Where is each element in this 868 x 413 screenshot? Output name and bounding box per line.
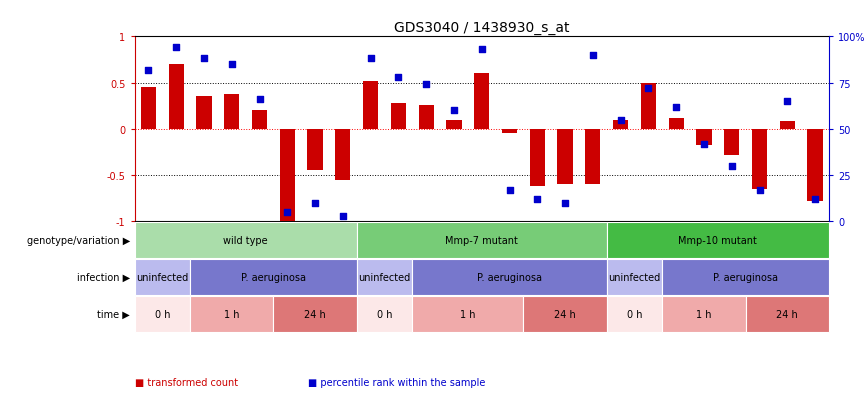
Text: infection ▶: infection ▶ — [77, 272, 130, 282]
Point — [169, 45, 183, 52]
Text: P. aeruginosa: P. aeruginosa — [713, 272, 778, 282]
Bar — [190, 259, 357, 295]
Point — [280, 209, 294, 216]
Text: 1 h: 1 h — [224, 309, 240, 319]
Bar — [135, 259, 190, 295]
Text: 24 h: 24 h — [554, 309, 576, 319]
Point — [503, 187, 516, 194]
Text: 0 h: 0 h — [155, 309, 170, 319]
Point — [558, 200, 572, 206]
Text: ■ percentile rank within the sample: ■ percentile rank within the sample — [308, 377, 485, 387]
Bar — [557, 129, 573, 185]
Bar — [724, 129, 740, 155]
Text: 24 h: 24 h — [304, 309, 326, 319]
Text: uninfected: uninfected — [136, 272, 188, 282]
Point — [780, 98, 794, 105]
Bar — [807, 129, 823, 202]
Point — [447, 108, 461, 114]
Point — [336, 213, 350, 219]
Text: time ▶: time ▶ — [97, 309, 130, 319]
Bar — [607, 223, 829, 258]
Point — [475, 47, 489, 53]
Bar — [412, 259, 607, 295]
Bar — [273, 296, 357, 332]
Bar — [190, 296, 273, 332]
Bar — [412, 296, 523, 332]
Bar — [418, 105, 434, 129]
Bar — [529, 129, 545, 187]
Bar — [363, 81, 378, 129]
Text: 0 h: 0 h — [627, 309, 642, 319]
Text: Mmp-7 mutant: Mmp-7 mutant — [445, 235, 518, 245]
Bar — [196, 97, 212, 129]
Point — [391, 74, 405, 81]
Bar — [662, 296, 746, 332]
Text: P. aeruginosa: P. aeruginosa — [241, 272, 306, 282]
Bar — [446, 120, 462, 129]
Bar — [357, 223, 607, 258]
Point — [419, 82, 433, 88]
Point — [669, 104, 683, 111]
Bar — [141, 88, 156, 129]
Text: 1 h: 1 h — [460, 309, 476, 319]
Point — [808, 196, 822, 203]
Point — [253, 97, 266, 103]
Point — [697, 141, 711, 147]
Bar — [585, 129, 601, 185]
Point — [225, 62, 239, 68]
Bar — [135, 223, 357, 258]
Point — [364, 56, 378, 63]
Point — [141, 67, 155, 74]
Point — [725, 163, 739, 170]
Bar — [252, 111, 267, 129]
Text: genotype/variation ▶: genotype/variation ▶ — [27, 235, 130, 245]
Point — [197, 56, 211, 63]
Text: ■ transformed count: ■ transformed count — [135, 377, 238, 387]
Bar — [752, 129, 767, 190]
Point — [753, 187, 766, 194]
Text: P. aeruginosa: P. aeruginosa — [477, 272, 542, 282]
Point — [641, 85, 655, 92]
Bar — [746, 296, 829, 332]
Bar — [607, 296, 662, 332]
Bar — [502, 129, 517, 134]
Bar — [279, 129, 295, 222]
Bar — [224, 95, 240, 129]
Point — [614, 117, 628, 123]
Bar — [357, 259, 412, 295]
Text: wild type: wild type — [223, 235, 268, 245]
Bar — [641, 83, 656, 129]
Bar — [662, 259, 829, 295]
Bar — [474, 74, 490, 129]
Text: uninfected: uninfected — [358, 272, 411, 282]
Text: 1 h: 1 h — [696, 309, 712, 319]
Bar — [307, 129, 323, 171]
Text: Mmp-10 mutant: Mmp-10 mutant — [679, 235, 757, 245]
Bar — [357, 296, 412, 332]
Title: GDS3040 / 1438930_s_at: GDS3040 / 1438930_s_at — [394, 21, 569, 35]
Point — [308, 200, 322, 206]
Bar — [523, 296, 607, 332]
Bar — [607, 259, 662, 295]
Bar — [779, 122, 795, 129]
Bar — [168, 65, 184, 129]
Text: 24 h: 24 h — [776, 309, 799, 319]
Bar — [391, 104, 406, 129]
Bar — [135, 296, 190, 332]
Bar — [696, 129, 712, 146]
Bar — [613, 120, 628, 129]
Point — [530, 196, 544, 203]
Point — [586, 52, 600, 59]
Bar — [335, 129, 351, 180]
Text: uninfected: uninfected — [608, 272, 661, 282]
Bar — [668, 119, 684, 129]
Text: 0 h: 0 h — [377, 309, 392, 319]
